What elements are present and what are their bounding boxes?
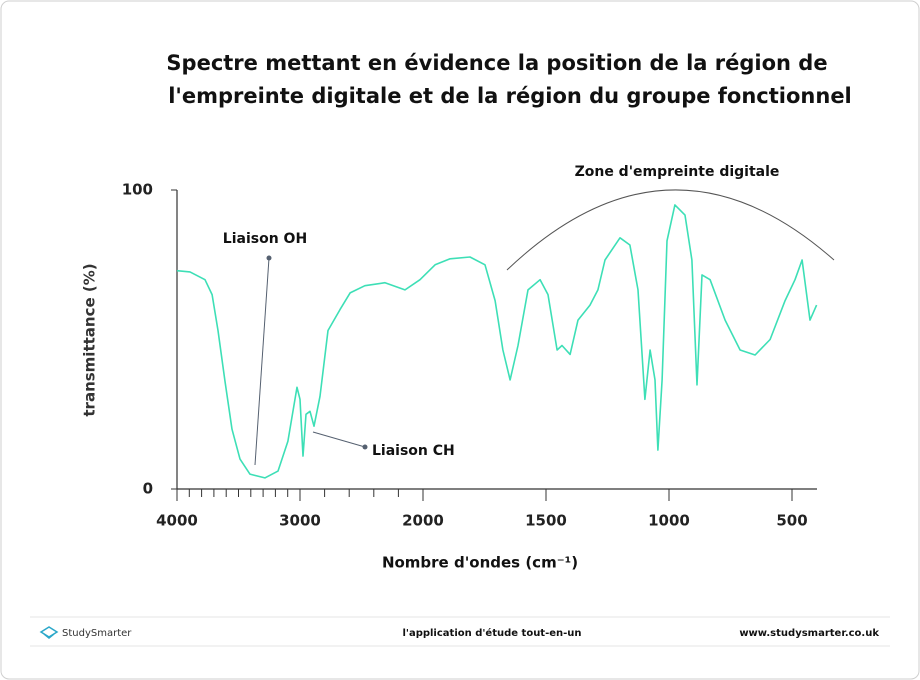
- fingerprint-arc: [506, 189, 835, 271]
- footer-brand: StudySmarter: [62, 628, 132, 639]
- x-tick-label: 3000: [279, 512, 321, 530]
- logo: [39, 626, 59, 639]
- chart-title: l'empreinte digitale et de la région du …: [168, 84, 852, 108]
- annotation: Liaison OH: [223, 231, 307, 247]
- chart-title: Spectre mettant en évidence la position …: [166, 51, 827, 75]
- x-tick-label: 4000: [156, 512, 198, 530]
- y-tick-label: 0: [143, 480, 153, 498]
- x-tick-label: 1000: [648, 512, 690, 530]
- x-tick-label: 1500: [525, 512, 567, 530]
- x-tick-label: 2000: [402, 512, 444, 530]
- spectrum-line: [176, 204, 818, 479]
- leader-line: [254, 257, 270, 466]
- leader-dot: [362, 444, 368, 450]
- annotation: Zone d'empreinte digitale: [575, 164, 780, 180]
- y-tick-label: 100: [122, 181, 153, 199]
- x-tick-label: 500: [776, 512, 807, 530]
- footer-url: www.studysmarter.co.uk: [739, 628, 879, 639]
- annotation: Liaison CH: [372, 443, 455, 459]
- leader-dot: [266, 255, 272, 261]
- y-axis-label: transmittance (%): [81, 263, 99, 416]
- x-axis-label: Nombre d'ondes (cm⁻¹): [382, 554, 578, 572]
- footer-tagline: l'application d'étude tout-en-un: [402, 627, 581, 639]
- leader-line: [312, 431, 366, 448]
